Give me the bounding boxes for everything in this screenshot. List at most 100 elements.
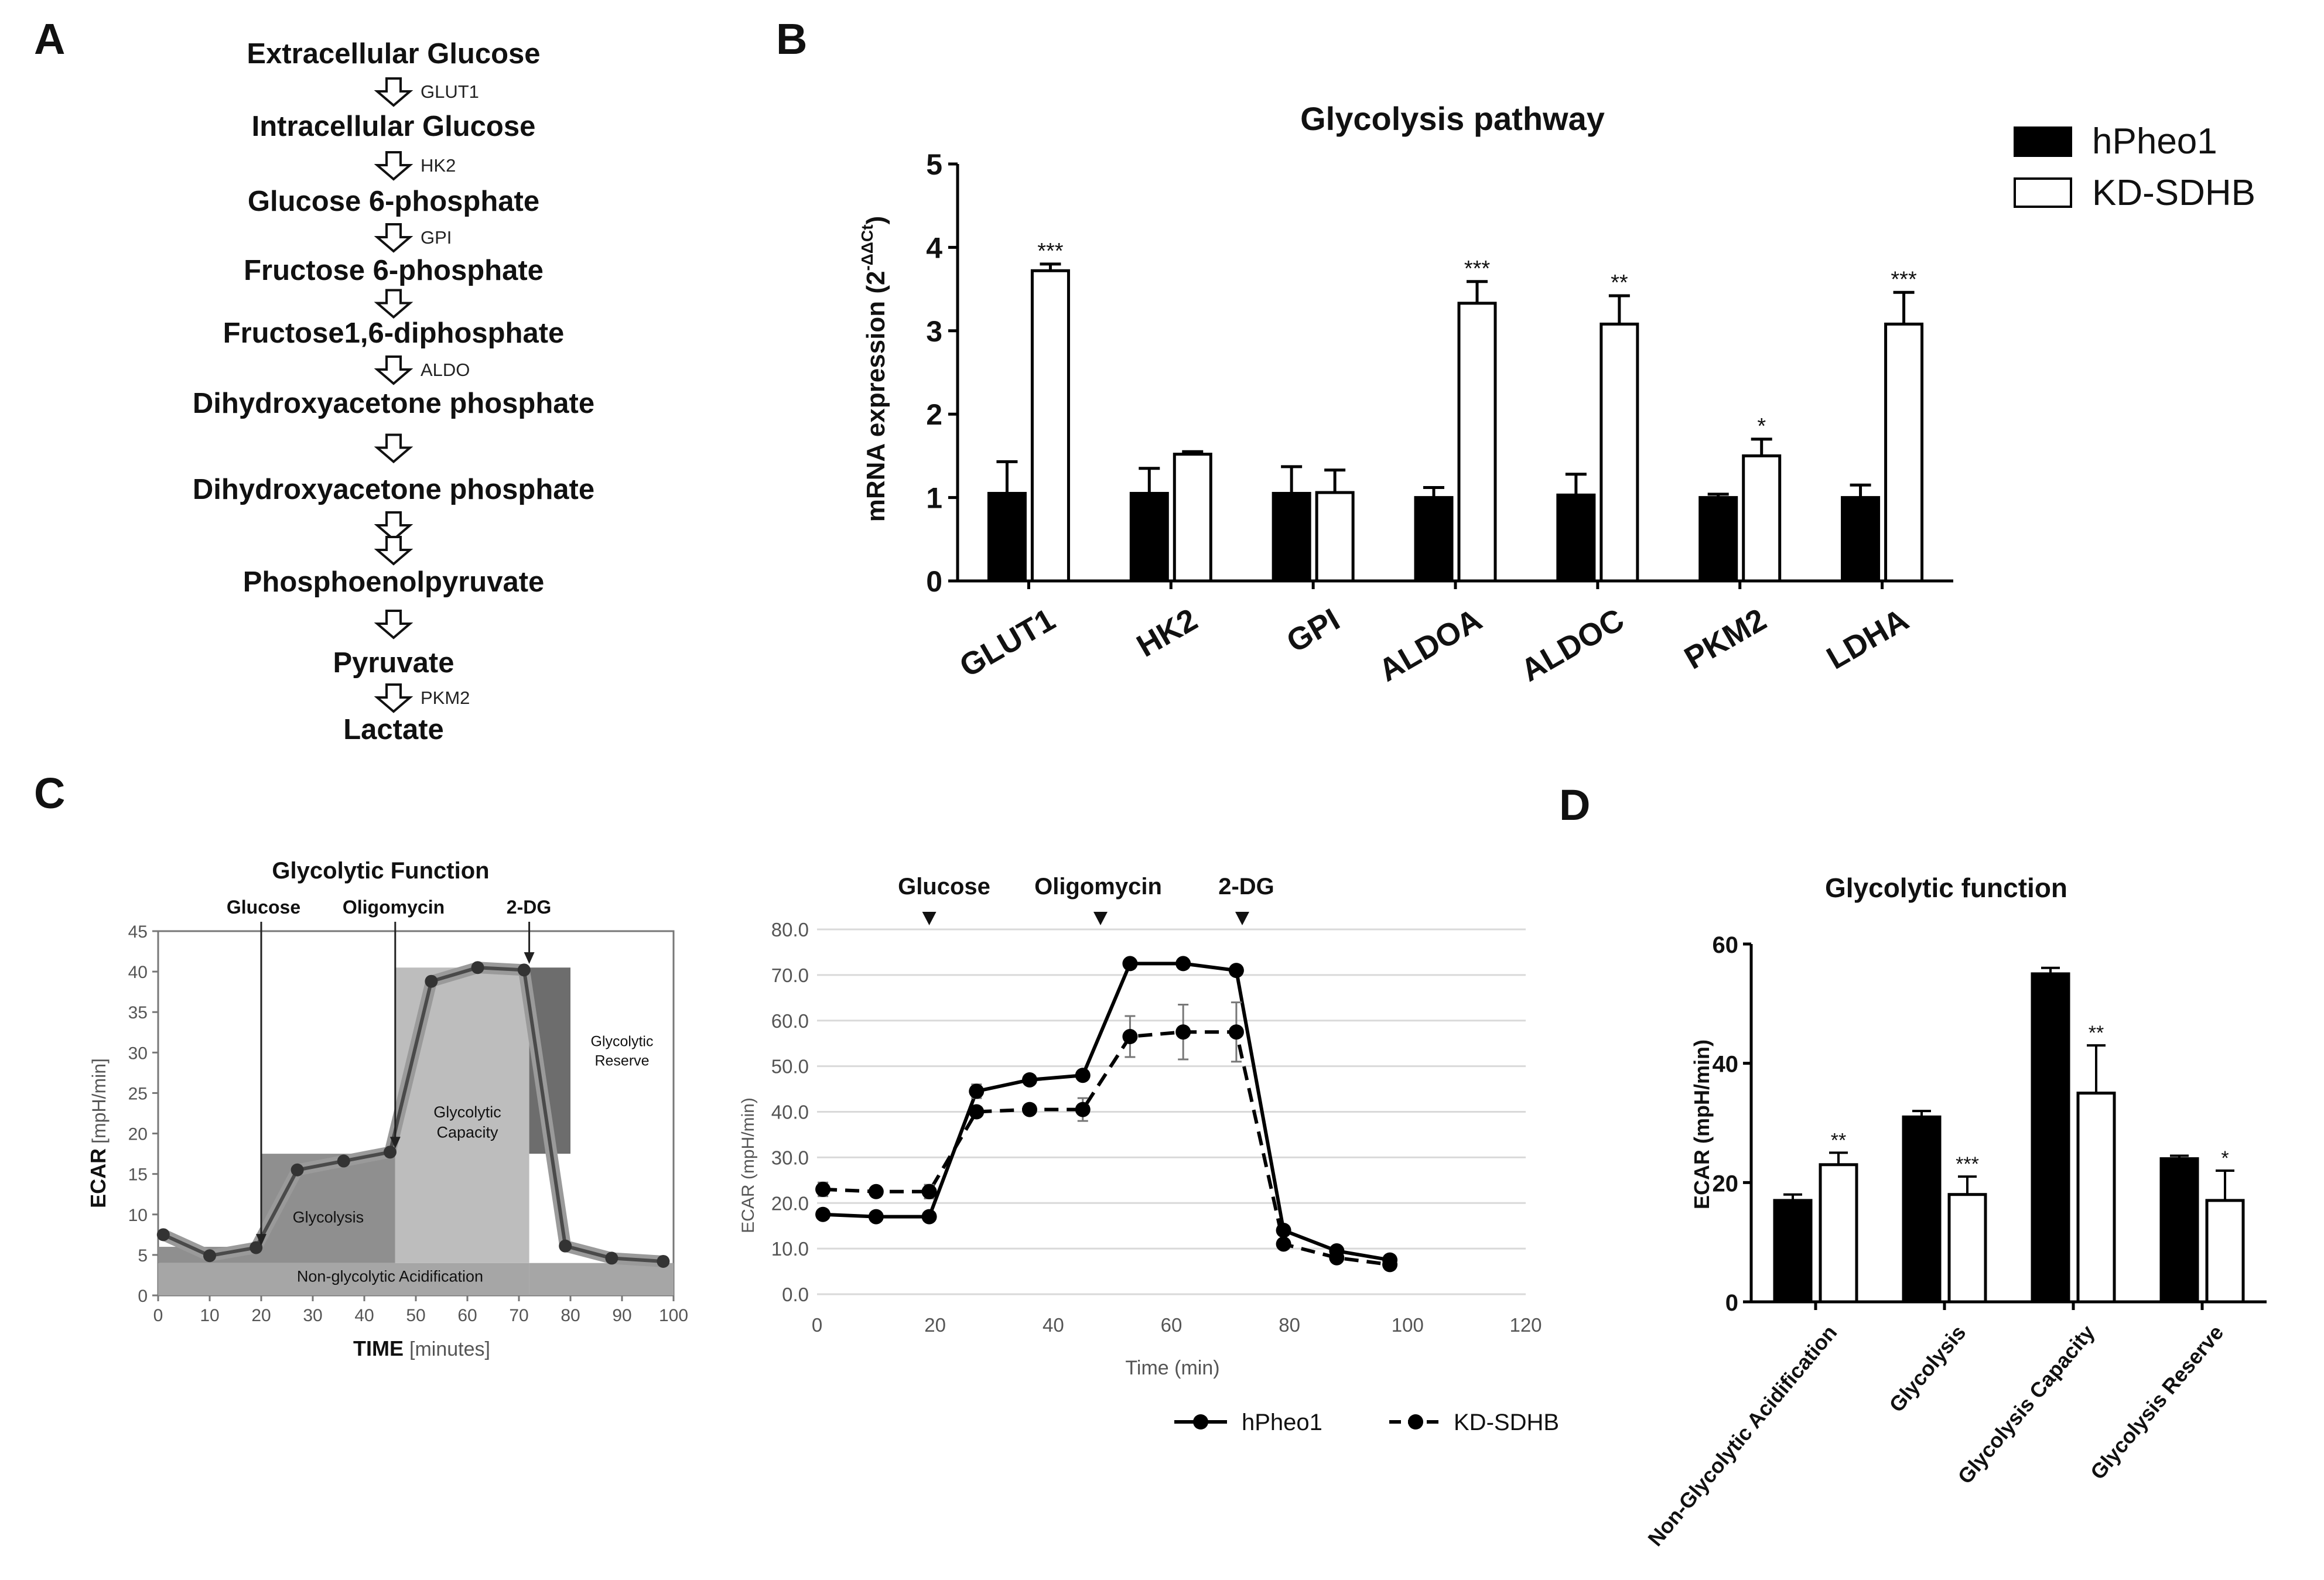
schematic-region-nonglycolytic-tail xyxy=(529,1263,674,1295)
metabolite-dihydroxyacetone-phosphate: Dihydroxyacetone phosphate xyxy=(193,388,594,419)
chart-b-bar-kd-sdhb-ldha xyxy=(1884,322,1924,583)
pathway-arrow-7b xyxy=(374,536,413,566)
chart-d-bar-hpheo1-non-glycolytic-acidification xyxy=(1773,1199,1813,1304)
ecar-point-kd-sdhb xyxy=(815,1181,831,1197)
chart-d-bar-kd-sdhb-glycolysis-capacity xyxy=(2076,1092,2116,1304)
enzyme-label-hk2: HK2 xyxy=(421,155,456,176)
pathway-arrow-9 xyxy=(374,683,413,713)
ecar-point-kd-sdhb xyxy=(1228,1024,1244,1040)
chart-d-y-tick-label: 0 xyxy=(1725,1290,1738,1316)
schematic-point xyxy=(559,1239,572,1253)
schematic-y-tick-label: 0 xyxy=(138,1287,148,1306)
ecar-x-tick-label: 100 xyxy=(1392,1314,1424,1336)
chart-d-significance-glycolysis-capacity: ** xyxy=(2089,1022,2104,1044)
schematic-point xyxy=(605,1251,618,1265)
ecar-point-kd-sdhb xyxy=(1075,1102,1091,1117)
chart-d-y-tick-label: 20 xyxy=(1713,1171,1739,1196)
panel-letter-a: A xyxy=(34,15,65,63)
chart-b-bar-hpheo1-aldoc xyxy=(1556,493,1596,583)
schematic-region-nonglycolytic xyxy=(158,1263,529,1295)
metabolite-extracellular-glucose: Extracellular Glucose xyxy=(247,38,540,70)
chart-b-significance-ldha: *** xyxy=(1891,267,1917,292)
chart-d-title: Glycolytic function xyxy=(1825,873,2067,903)
schematic-x-label: TIME [minutes] xyxy=(353,1336,490,1360)
ecar-point-kd-sdhb xyxy=(921,1184,937,1199)
chart-b-bar-kd-sdhb-aldoa xyxy=(1457,302,1497,583)
ecar-point-hpheo1 xyxy=(1022,1072,1037,1087)
panel-letter-c: C xyxy=(34,769,65,818)
ecar-x-tick-label: 20 xyxy=(924,1314,946,1336)
chart-b-x-tick-label-aldoa: ALDOA xyxy=(1373,602,1488,689)
chart-b-bar-hpheo1-gpi xyxy=(1272,491,1311,583)
legend-label-kd-sdhb: KD-SDHB xyxy=(2092,173,2255,213)
schematic-point xyxy=(517,963,531,977)
schematic-label-glycolysis: Glycolysis xyxy=(293,1209,364,1226)
ecar-timecourse-chart: 0.0 10.0 20.0 30.0 40.0 50.0 60.0 70.0 80.0 0 20 40… xyxy=(739,874,1559,1435)
chart-b-y-label: mRNA expression (2-ΔΔCt) xyxy=(858,216,890,522)
ecar-y-label: ECAR (mpH/min) xyxy=(739,1097,758,1233)
schematic-label-capacity-line1: Glycolytic xyxy=(433,1103,501,1121)
schematic-point xyxy=(156,1228,170,1242)
ecar-point-hpheo1 xyxy=(1122,956,1138,972)
chart-b-bar-hpheo1-ldha xyxy=(1841,496,1881,583)
panel-letter-b: B xyxy=(776,15,807,63)
ecar-point-kd-sdhb xyxy=(1122,1029,1138,1045)
chart-d-x-tick-label-glycolysis-reserve: Glycolysis Reserve xyxy=(2086,1321,2229,1484)
chart-b-y-tick-label: 0 xyxy=(926,565,942,598)
ecar-point-kd-sdhb xyxy=(1329,1250,1345,1266)
schematic-x-tick-label: 0 xyxy=(153,1306,163,1325)
ecar-point-hpheo1 xyxy=(921,1209,937,1225)
legend-text-kd-sdhb: KD-SDHB xyxy=(1454,1410,1559,1435)
ecar-point-hpheo1 xyxy=(1228,963,1244,979)
schematic-label-nonglycolytic: Non-glycolytic Acidification xyxy=(297,1268,483,1285)
schematic-point xyxy=(471,961,484,974)
chart-d-bar-kd-sdhb-glycolysis xyxy=(1947,1193,1987,1304)
metabolite-intracellular-glucose: Intracellular Glucose xyxy=(252,111,536,142)
metabolite-glucose-6-phosphate: Glucose 6-phosphate xyxy=(248,186,539,217)
pathway-arrow-7a xyxy=(374,511,413,541)
ecar-line-kd-sdhb xyxy=(822,1030,1390,1267)
chart-b-significance-pkm2: * xyxy=(1757,414,1766,439)
chart-b-y-tick-label: 4 xyxy=(926,231,942,264)
chart-b-bar-kd-sdhb-hk2 xyxy=(1173,453,1212,583)
ecar-timecourse-plot: 0.0 10.0 20.0 30.0 40.0 50.0 60.0 70.0 80.0 0 20 40… xyxy=(771,874,1542,1336)
chart-b-y-tick-label: 2 xyxy=(926,398,942,431)
enzyme-label-gpi: GPI xyxy=(421,227,452,248)
ecar-injection-marker-glucose xyxy=(922,912,937,925)
ecar-point-kd-sdhb xyxy=(1276,1236,1291,1252)
chart-b-plot: 0 1 2 3 4 5 *** GLUT1 HK2 GPI *** ALDOA ** ALDOC * PKM2… xyxy=(926,148,1953,689)
chart-d-significance-glycolysis-reserve: * xyxy=(2221,1147,2229,1169)
ecar-point-kd-sdhb xyxy=(1022,1102,1037,1117)
glycolytic-function-schematic: Glycolytic Function Non-glycolytic Acidi… xyxy=(86,858,688,1360)
chart-b-title: Glycolysis pathway xyxy=(1300,100,1605,137)
metabolite-phosphoenolpyruvate: Phosphoenolpyruvate xyxy=(243,566,545,598)
chart-d-y-tick-label: 60 xyxy=(1713,932,1739,958)
chart-d-y-tick-label: 40 xyxy=(1713,1052,1739,1078)
schematic-y-tick-label: 10 xyxy=(128,1206,148,1225)
chart-b-x-tick-label-aldoc: ALDOC xyxy=(1515,602,1630,689)
schematic-x-tick-label: 10 xyxy=(200,1306,219,1325)
schematic-label-reserve-line1: Glycolytic xyxy=(591,1033,654,1049)
metabolite-fructose1-6-diphosphate: Fructose1,6-diphosphate xyxy=(223,317,565,349)
chart-b-bar-kd-sdhb-pkm2 xyxy=(1742,454,1782,583)
chart-b-y-tick-label: 1 xyxy=(926,482,942,515)
chart-b-bar-hpheo1-hk2 xyxy=(1129,491,1169,583)
ecar-point-hpheo1 xyxy=(868,1209,884,1225)
chart-b-significance-aldoc: ** xyxy=(1611,271,1628,295)
chart-d-significance-non-glycolytic-acidification: ** xyxy=(1831,1129,1846,1151)
legend-marker-kd-sdhb xyxy=(1408,1414,1423,1429)
schematic-plot: Non-glycolytic Acidification Glycolysis Gl… xyxy=(128,897,688,1325)
pathway-arrow-8 xyxy=(374,610,413,639)
chart-b-x-tick-label-gpi: GPI xyxy=(1281,602,1346,659)
legend-swatch-hpheo1 xyxy=(2014,126,2072,157)
chart-b-bar-hpheo1-pkm2 xyxy=(1698,496,1738,583)
ecar-injection-label-2-dg: 2-DG xyxy=(1218,874,1274,900)
schematic-x-tick-label: 50 xyxy=(406,1306,425,1325)
chart-d-bar-kd-sdhb-glycolysis-reserve xyxy=(2205,1199,2245,1304)
schematic-y-tick-label: 30 xyxy=(128,1044,148,1063)
schematic-title: Glycolytic Function xyxy=(272,858,489,884)
chart-b-x-tick-label-ldha: LDHA xyxy=(1821,602,1915,676)
pathway-arrow-6 xyxy=(374,433,413,464)
